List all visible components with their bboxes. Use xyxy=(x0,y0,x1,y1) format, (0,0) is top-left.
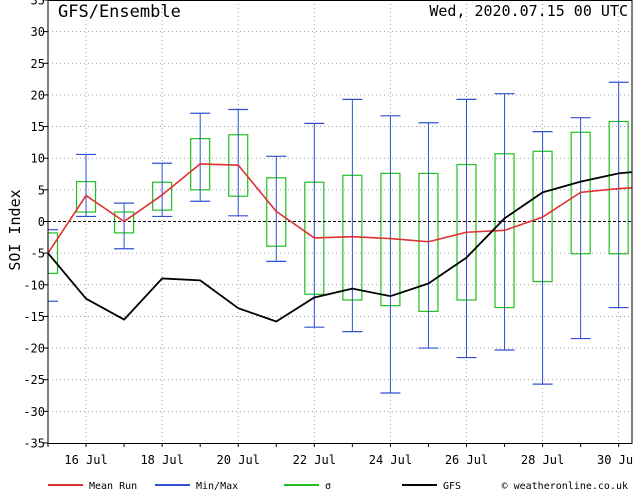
grid-lines xyxy=(48,0,632,443)
legend-label: GFS xyxy=(443,481,461,490)
series-lines xyxy=(47,163,633,323)
y-tick-label: 30 xyxy=(31,25,45,39)
sigma-boxes xyxy=(47,120,629,312)
gfs-line xyxy=(47,171,633,323)
y-tick-label: -15 xyxy=(23,310,45,324)
x-tick-label: 16 Jul xyxy=(64,453,107,467)
x-tick-label: 18 Jul xyxy=(140,453,183,467)
y-tick-label: 20 xyxy=(31,88,45,102)
legend-label: σ xyxy=(325,481,331,490)
y-tick-label: -20 xyxy=(23,342,45,356)
y-axis: -35 -30 -25 -20 -15 -10 -5 0 5 10 15 20 25 30 35 xyxy=(23,0,48,451)
x-tick-label: 22 Jul xyxy=(293,453,336,467)
y-tick-label: -30 xyxy=(23,405,45,419)
y-tick-label: -25 xyxy=(23,373,45,387)
date-label: Wed, 2020.07.15 00 UTC xyxy=(429,2,628,20)
y-tick-label: 15 xyxy=(31,120,45,134)
y-tick-label: 10 xyxy=(31,152,45,166)
x-tick-label: 28 Jul xyxy=(521,453,564,467)
y-tick-label: 25 xyxy=(31,57,45,71)
x-tick-label: 26 Jul xyxy=(445,453,488,467)
y-axis-label: SOI Index xyxy=(6,189,24,270)
legend: Mean Run Min/Max σ GFS xyxy=(48,481,461,490)
legend-label: Min/Max xyxy=(196,481,238,490)
x-tick-label: 30 Jul xyxy=(597,453,634,467)
mean-run-line xyxy=(47,163,633,254)
credit-text: © weatheronline.co.uk xyxy=(502,481,628,490)
y-tick-label: -5 xyxy=(31,247,45,261)
y-tick-label: 35 xyxy=(31,0,45,8)
minmax-bars xyxy=(47,81,629,394)
x-tick-label: 24 Jul xyxy=(369,453,412,467)
y-tick-label: 5 xyxy=(38,183,45,197)
legend-label: Mean Run xyxy=(89,481,137,490)
x-axis: 16 Jul 18 Jul 20 Jul 22 Jul 24 Jul 26 Jul 28 J… xyxy=(47,443,634,467)
chart-title: GFS/Ensemble xyxy=(58,2,181,22)
y-tick-label: 0 xyxy=(38,215,45,229)
y-tick-label: -35 xyxy=(23,437,45,451)
x-tick-label: 20 Jul xyxy=(217,453,260,467)
y-tick-label: -10 xyxy=(23,278,45,292)
